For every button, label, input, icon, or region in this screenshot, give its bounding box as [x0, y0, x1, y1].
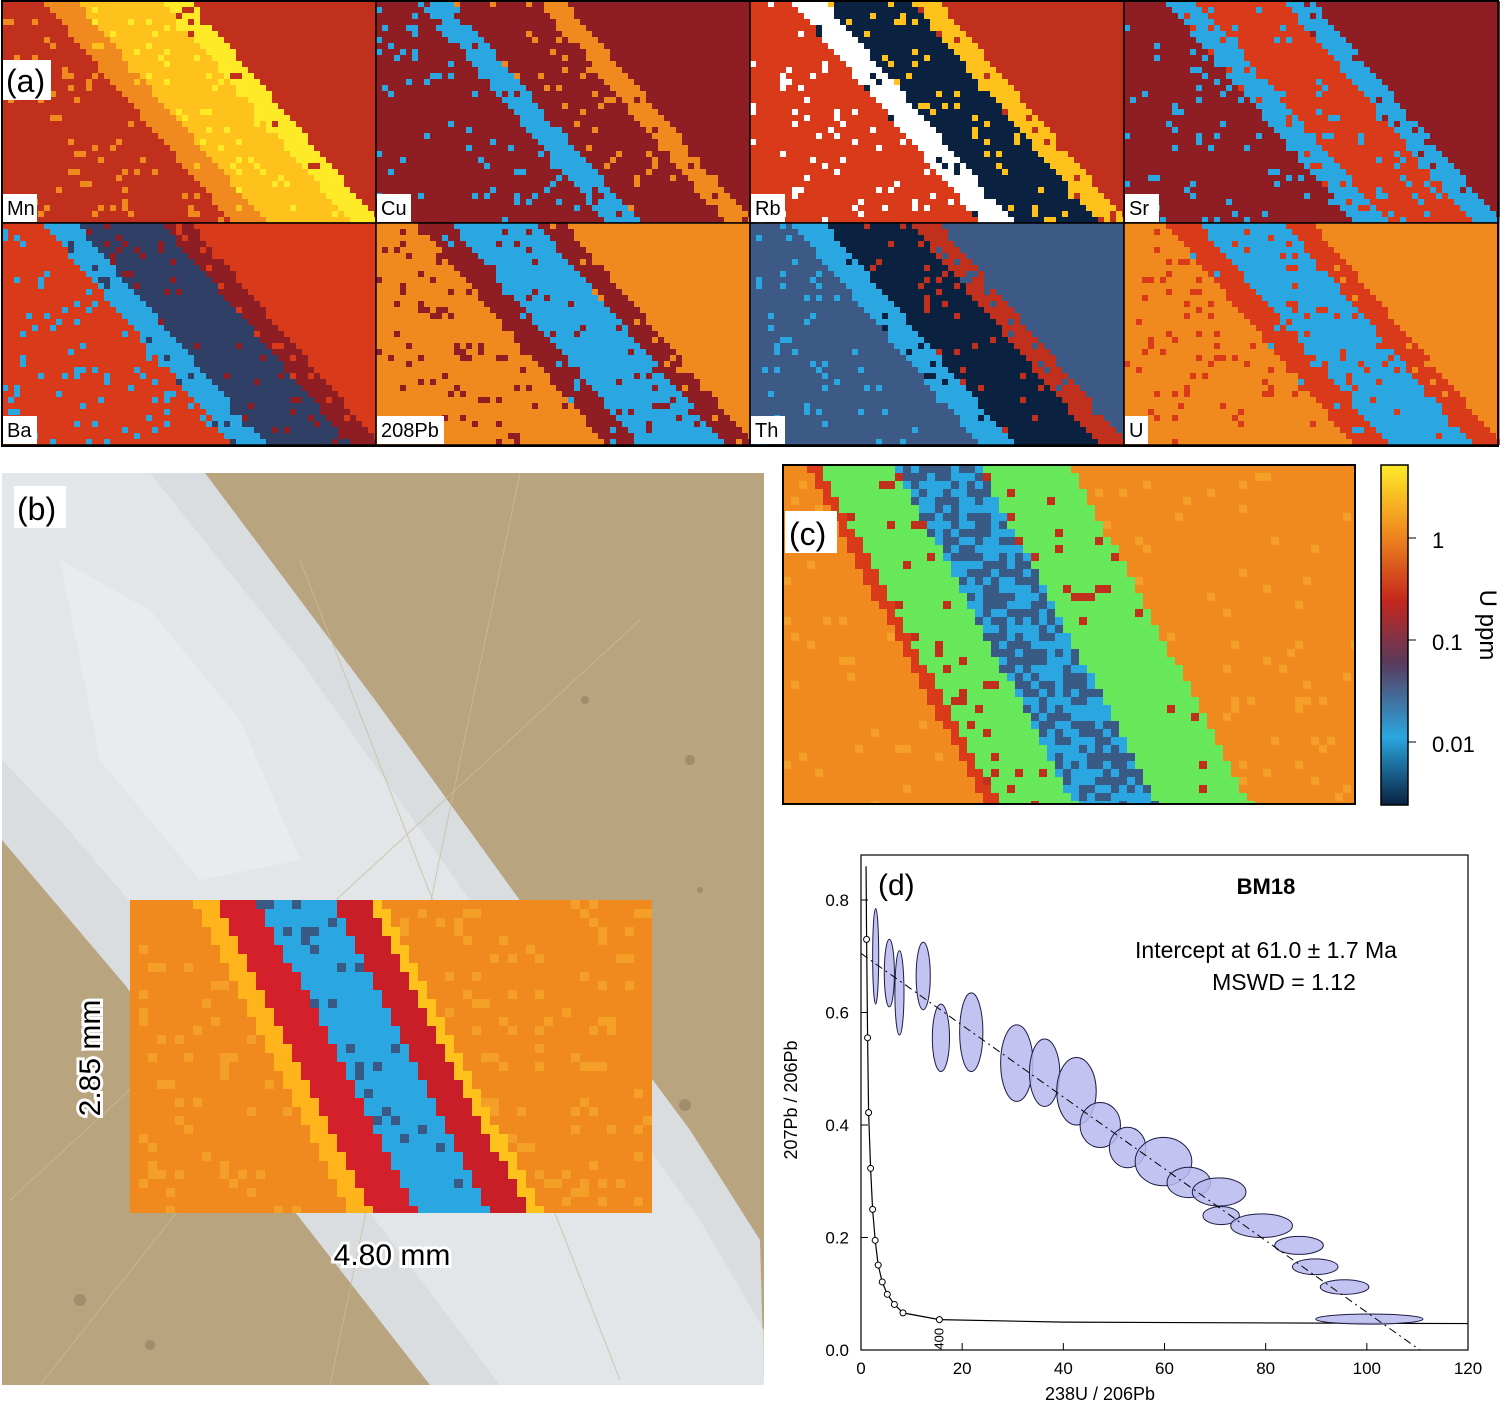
- x-tick-label-100: 100: [1353, 1359, 1381, 1378]
- concordia-point-8: [884, 1291, 890, 1297]
- error-ellipse-2: [895, 951, 904, 1035]
- map-label-th: Th: [755, 420, 778, 442]
- panel-label-a: (a): [6, 63, 45, 99]
- colorbar-tick-0.01: 0.01: [1432, 732, 1475, 757]
- intercept-annotation: Intercept at 61.0 ± 1.7 Ma: [1135, 937, 1397, 963]
- error-ellipse-3: [916, 942, 930, 1010]
- panel-label-b: (b): [17, 491, 56, 527]
- error-ellipse-0: [873, 908, 879, 1004]
- error-ellipse-15: [1231, 1214, 1293, 1238]
- error-ellipse-7: [1029, 1039, 1059, 1107]
- x-tick-label-60: 60: [1155, 1359, 1174, 1378]
- scale-width-label: 4.80 mm: [334, 1239, 451, 1272]
- error-ellipse-17: [1292, 1259, 1338, 1275]
- map-label-ba: Ba: [7, 420, 32, 442]
- concordia-point-1: [865, 1035, 871, 1041]
- x-tick-label-80: 80: [1256, 1359, 1275, 1378]
- element-map-mn: [2, 1, 380, 223]
- mswd-annotation: MSWD = 1.12: [1212, 969, 1356, 995]
- error-ellipse-16: [1275, 1236, 1324, 1254]
- element-map-208pb: [376, 223, 754, 445]
- error-ellipse-4: [932, 1004, 949, 1072]
- panel-label-a-box: (a): [3, 60, 51, 100]
- map-label-sr: Sr: [1129, 198, 1149, 220]
- u-map-overlay: [130, 900, 652, 1213]
- element-map-grid: [2, 1, 1500, 445]
- map-label-u: U: [1129, 420, 1143, 442]
- x-tick-label-40: 40: [1054, 1359, 1073, 1378]
- colorbar-tick-1: 1: [1432, 528, 1444, 553]
- element-map-sr: [1124, 1, 1500, 223]
- panel-label-d: (d): [878, 869, 915, 902]
- concordia-point-11: [936, 1317, 942, 1323]
- y-tick-label-0.8: 0.8: [825, 891, 849, 910]
- concordia-point-9: [891, 1301, 897, 1307]
- panel-label-b-box: (b): [14, 486, 66, 528]
- element-map-cu: [376, 1, 754, 223]
- error-ellipse-18: [1320, 1280, 1369, 1295]
- colorbar: 1 0.1 0.01 U ppm: [1381, 465, 1500, 805]
- plot-area: [861, 855, 1468, 1350]
- colorbar-tick-0.1: 0.1: [1432, 630, 1463, 655]
- map-label-208pb: 208Pb: [381, 420, 439, 442]
- element-map-rb: [750, 1, 1128, 223]
- colorbar-label: U ppm: [1474, 590, 1500, 661]
- element-map-u: [1124, 223, 1500, 445]
- element-map-ba: [2, 223, 380, 445]
- x-tick-label-0: 0: [856, 1359, 865, 1378]
- concordia-point-5: [872, 1237, 878, 1243]
- y-tick-label-0.6: 0.6: [825, 1004, 849, 1023]
- concordia-point-2: [866, 1110, 872, 1116]
- y-tick-label-0.2: 0.2: [825, 1229, 849, 1248]
- concordia-point-0: [864, 936, 870, 942]
- scale-height-label: 2.85 mm: [74, 1000, 107, 1117]
- error-ellipse-5: [960, 993, 983, 1072]
- element-map-th: [750, 223, 1128, 445]
- map-label-rb: Rb: [755, 198, 781, 220]
- map-label-mn: Mn: [7, 198, 35, 220]
- panel-label-c: (c): [789, 516, 826, 552]
- y-tick-label-0.4: 0.4: [825, 1116, 849, 1135]
- concordia-point-7: [879, 1279, 885, 1285]
- concordia-chart: 400 0 20 40 60 80 100 120 0.0 0.2 0.4 0.6 0.8 (d) BM…: [781, 855, 1482, 1404]
- map-label-cu: Cu: [381, 198, 407, 220]
- concordia-point-6: [875, 1262, 881, 1268]
- error-ellipse-6: [1001, 1025, 1033, 1102]
- error-ellipse-19: [1316, 1314, 1423, 1324]
- y-axis-label: 207Pb / 206Pb: [781, 1040, 801, 1159]
- concordia-point-4: [870, 1206, 876, 1212]
- x-tick-label-120: 120: [1454, 1359, 1482, 1378]
- error-ellipse-13: [1192, 1178, 1246, 1206]
- concordia-age-label: 400: [931, 1328, 946, 1350]
- x-axis-label: 238U / 206Pb: [1045, 1384, 1155, 1404]
- error-ellipse-1: [884, 939, 894, 1007]
- concordia-point-10: [900, 1310, 906, 1316]
- x-tick-label-20: 20: [953, 1359, 972, 1378]
- concordia-point-3: [868, 1165, 874, 1171]
- u-map-classified: [783, 465, 1355, 804]
- chart-title: BM18: [1237, 874, 1296, 899]
- panel-label-c-box: (c): [785, 511, 837, 553]
- y-tick-label-0: 0.0: [825, 1341, 849, 1360]
